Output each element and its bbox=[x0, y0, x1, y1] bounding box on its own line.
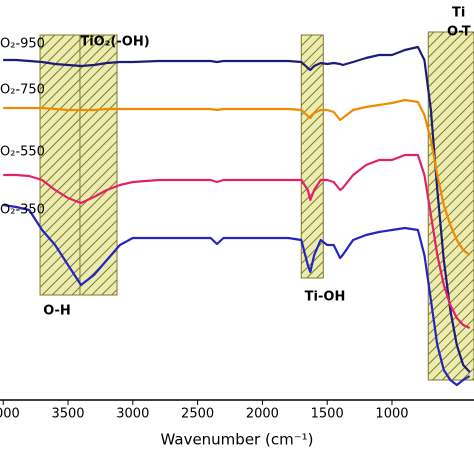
series-label: O₂-750 bbox=[0, 83, 45, 98]
x-tick-label: 3500 bbox=[51, 407, 84, 422]
spectrum-line bbox=[3, 45, 471, 373]
hatched-region bbox=[79, 34, 118, 296]
x-axis-label: Wavenumber (cm⁻¹) bbox=[161, 431, 314, 449]
spectrum-line bbox=[3, 203, 471, 387]
x-tick-label: 4000 bbox=[0, 407, 20, 422]
annotation: O-T bbox=[447, 25, 471, 40]
annotation: TiO₂(-OH) bbox=[80, 35, 149, 50]
annotation: Ti bbox=[452, 6, 465, 21]
series-label: O₂-550 bbox=[0, 145, 45, 160]
hatched-region bbox=[427, 31, 474, 381]
x-tick-label: 1000 bbox=[375, 407, 408, 422]
hatched-region bbox=[300, 34, 324, 279]
x-tick-label: 2500 bbox=[181, 407, 214, 422]
annotation: Ti-OH bbox=[305, 290, 346, 305]
x-tick-label: 3000 bbox=[116, 407, 149, 422]
annotation: O-H bbox=[43, 304, 71, 319]
x-tick-label: 1500 bbox=[311, 407, 344, 422]
series-label: O₂-350 bbox=[0, 203, 45, 218]
spectrum-line bbox=[3, 98, 471, 256]
spectrum-line bbox=[3, 153, 471, 329]
series-label: O₂-950 bbox=[0, 37, 45, 52]
x-tick-label: 2000 bbox=[246, 407, 279, 422]
